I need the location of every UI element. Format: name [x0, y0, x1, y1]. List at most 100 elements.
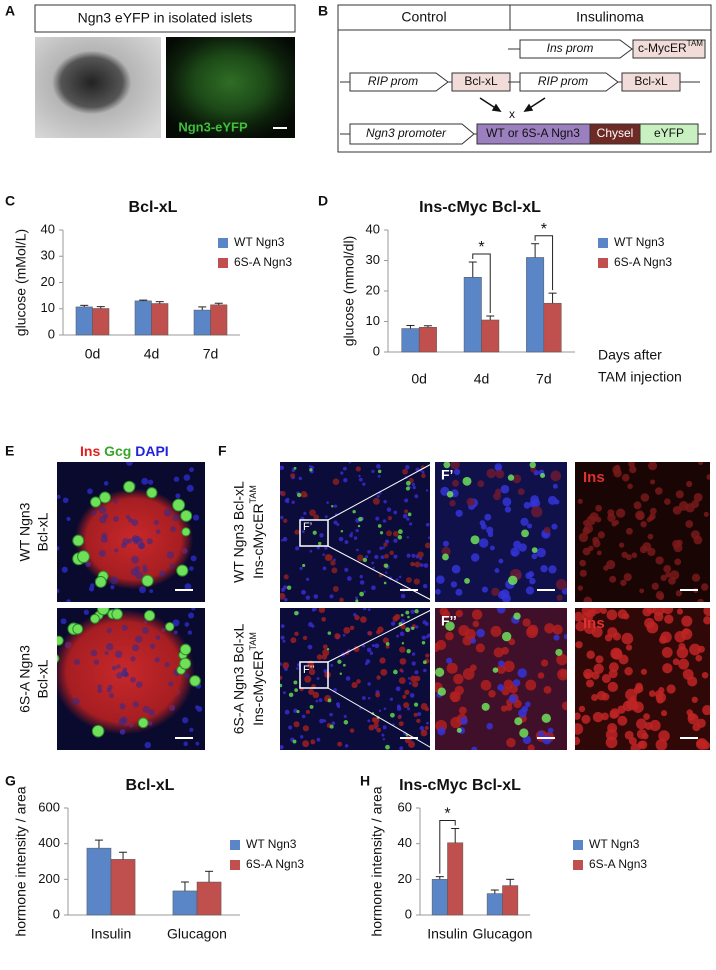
legend-label: 6S-A Ngn3 — [614, 255, 672, 269]
cell — [402, 694, 407, 699]
cell — [512, 679, 521, 687]
y-tick-label: 20 — [398, 871, 412, 886]
cell — [368, 724, 375, 731]
cell — [163, 508, 172, 517]
panel-label: C — [5, 193, 15, 209]
cell — [460, 717, 468, 725]
cell — [354, 615, 360, 621]
cell — [61, 566, 68, 573]
cell — [514, 717, 523, 726]
cell — [582, 547, 591, 556]
cell — [383, 563, 389, 568]
cell — [496, 608, 506, 614]
cell — [371, 585, 376, 591]
cell — [322, 553, 325, 556]
cell — [355, 528, 359, 533]
cell — [119, 703, 126, 710]
y-tick-label: 0 — [53, 906, 60, 921]
cell — [660, 574, 667, 581]
cell — [308, 668, 316, 676]
cell — [383, 581, 387, 585]
cell — [292, 739, 297, 744]
cell — [326, 648, 330, 651]
cell — [675, 490, 684, 499]
cell — [518, 708, 527, 718]
cell — [492, 667, 499, 673]
cell — [655, 692, 667, 703]
cell — [122, 671, 129, 678]
cell — [425, 489, 429, 492]
cell — [280, 683, 283, 688]
cell — [493, 492, 501, 501]
cell — [406, 648, 411, 654]
cell — [424, 622, 429, 626]
cell — [531, 547, 538, 553]
cell — [470, 553, 480, 562]
cell — [491, 587, 500, 597]
cell — [379, 657, 386, 664]
cell — [575, 712, 581, 720]
gcg-cell — [90, 496, 102, 508]
cell — [578, 705, 586, 713]
cell — [307, 644, 313, 650]
micrograph — [435, 462, 567, 602]
cell — [349, 728, 355, 733]
cell — [529, 462, 536, 469]
cell — [404, 689, 410, 695]
cell — [377, 524, 382, 528]
cell — [280, 515, 284, 520]
cell — [692, 723, 701, 732]
cell — [672, 539, 681, 549]
cell — [501, 646, 509, 655]
cell — [318, 608, 326, 613]
error-bar — [451, 828, 460, 843]
cell — [66, 599, 71, 602]
cell — [327, 631, 332, 635]
cell — [332, 478, 340, 486]
cell — [543, 526, 551, 534]
cell — [313, 594, 319, 599]
cell — [525, 701, 531, 708]
cell — [280, 592, 286, 600]
cell — [332, 586, 339, 592]
cell — [658, 687, 665, 694]
cell — [316, 737, 321, 742]
x-axis-label: TAM injection — [598, 369, 682, 385]
image-content — [435, 608, 567, 750]
cell — [655, 487, 663, 495]
cell — [399, 631, 405, 637]
cell — [691, 696, 698, 703]
cell — [407, 512, 412, 517]
cell — [583, 596, 593, 602]
cell — [698, 462, 704, 466]
error-bar — [96, 306, 105, 309]
gcg-cell — [181, 527, 191, 537]
bar — [401, 328, 420, 353]
cell — [290, 637, 297, 644]
cell — [479, 520, 486, 526]
cell — [428, 536, 430, 540]
row-label: Ins-cMycER — [250, 503, 266, 578]
gcg-cell — [141, 574, 154, 587]
legend-swatch — [598, 238, 608, 248]
cell — [493, 647, 504, 658]
cell — [636, 729, 647, 740]
cell — [505, 703, 513, 711]
cell — [419, 557, 423, 561]
cell — [351, 681, 358, 689]
cell — [280, 744, 284, 750]
cell — [586, 679, 594, 688]
cell — [114, 548, 119, 553]
legend-label: WT Ngn3 — [589, 837, 640, 851]
cell — [366, 647, 372, 653]
cell — [302, 635, 308, 641]
cell — [290, 472, 296, 479]
y-tick-label: 10 — [41, 300, 55, 315]
cell — [97, 688, 103, 694]
cell — [381, 733, 385, 737]
cell — [661, 646, 673, 658]
cell — [144, 741, 151, 749]
cell — [498, 558, 504, 564]
cell — [166, 551, 175, 559]
cell — [312, 691, 320, 699]
